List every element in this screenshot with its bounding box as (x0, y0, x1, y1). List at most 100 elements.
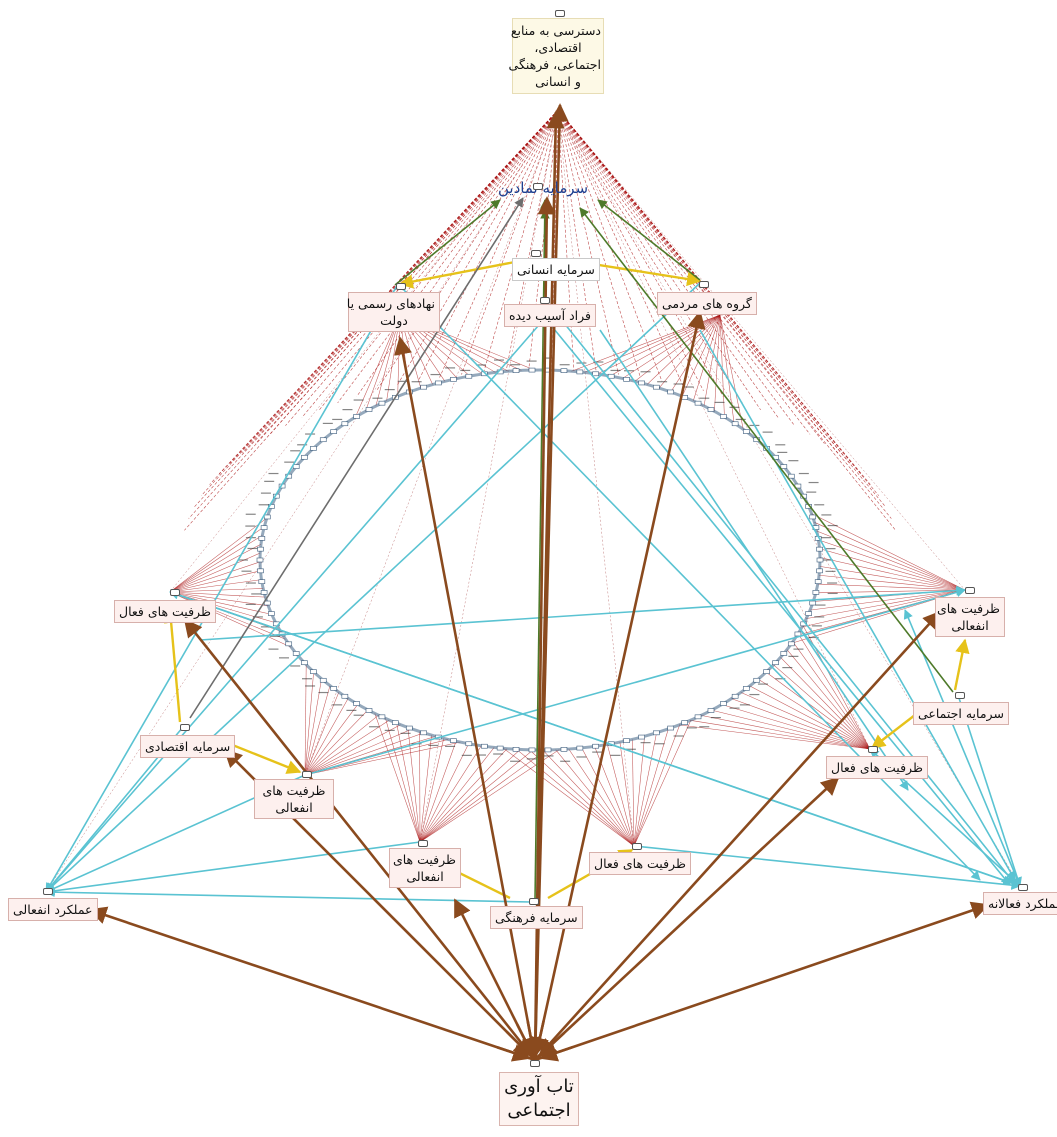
node-access-to-resources[interactable]: دسترسی به منابع اقتصادی، اجتماعی، فرهنگی… (509, 18, 604, 94)
hub-ring-node (731, 421, 739, 427)
fan-line (557, 109, 779, 418)
star-fan-line (633, 728, 669, 847)
star-fan-line (619, 742, 635, 847)
handle-resilience[interactable] (530, 1060, 540, 1067)
handle-passive-center[interactable] (418, 840, 428, 847)
star-fan-line (419, 743, 469, 843)
star-fan-line (607, 744, 635, 847)
handle-cultural[interactable] (529, 898, 539, 905)
outer-fan-line (169, 109, 559, 593)
star-fan-line (169, 591, 276, 624)
handle-passive-left[interactable] (302, 771, 312, 778)
star-fan-line (304, 704, 359, 776)
node-economic-capital[interactable]: سرمایه اقتصادی (140, 735, 236, 758)
fan-line (439, 109, 559, 378)
hub-ring-node (694, 400, 702, 406)
star-fan-line (801, 589, 966, 628)
handle-active-center[interactable] (632, 843, 642, 850)
star-fan-line (814, 522, 966, 591)
node-popular-groups[interactable]: گروه های مردمی (657, 292, 757, 315)
star-fan-line (633, 724, 681, 847)
node-passive-capacities-center[interactable]: ظرفیت های انفعالی (389, 848, 461, 888)
cyan-edge (699, 329, 1016, 881)
hub-ring-node (378, 400, 386, 406)
handle-symbolic[interactable] (533, 183, 543, 190)
handle-economic[interactable] (180, 724, 190, 731)
hub-ring-node (268, 611, 275, 616)
fan-line (319, 109, 559, 411)
handle-formal[interactable] (396, 283, 406, 290)
cyan-edge (397, 283, 981, 881)
handle-passive-right[interactable] (965, 587, 975, 594)
node-active-capacities-center[interactable]: ظرفیت های فعال (589, 852, 691, 875)
hub-ring-node (638, 734, 645, 740)
fan-line (557, 109, 619, 375)
node-passive-capacities-right[interactable]: ظرفیت های انفعالی (935, 597, 1005, 637)
brown-edge (534, 901, 990, 1062)
hub-ring-node (805, 611, 812, 616)
hub-ring-node (341, 693, 349, 699)
fan-line (557, 109, 896, 531)
hub-ring-node (392, 720, 399, 726)
yellow-edge (224, 740, 302, 774)
hub-ring-node (450, 738, 457, 744)
star-fan-line (396, 723, 421, 843)
cyan-edge (599, 329, 909, 791)
hub-ring-node (496, 745, 504, 751)
hub-ring-node (787, 641, 795, 647)
handle-social[interactable] (955, 692, 965, 699)
star-fan-line (419, 747, 495, 843)
node-cultural-capital[interactable]: سرمایه فرهنگی (490, 906, 583, 929)
handle-active-right[interactable] (868, 746, 878, 753)
handle-vulnerable[interactable] (540, 297, 550, 304)
node-passive-capacities-left[interactable]: ظرفیت های انفعالی (254, 779, 334, 819)
cyan-edge (45, 887, 532, 903)
handle-human[interactable] (531, 250, 541, 257)
star-fan-line (304, 724, 401, 776)
star-fan-line (703, 314, 721, 407)
node-active-performance[interactable]: عملکرد فعالانه (983, 892, 1057, 915)
node-human-capital[interactable]: سرمایه انسانی (512, 258, 600, 281)
node-social-capital[interactable]: سرمایه اجتماعی (913, 702, 1009, 725)
hub-ring-node (720, 701, 727, 706)
fan-line (557, 109, 743, 404)
hub-ring-node (301, 454, 308, 460)
node-passive-performance[interactable]: عملکرد انفعالی (8, 898, 98, 921)
handle-access[interactable] (555, 10, 565, 17)
star-fan-line (169, 517, 268, 593)
cyan-edge (45, 317, 546, 893)
star-fan-line (304, 671, 314, 776)
hub-ring-node (310, 446, 317, 451)
yellow-edge (163, 608, 182, 723)
star-fan-line (304, 709, 369, 776)
cyan-edge (633, 845, 1021, 890)
hub-ring-node (816, 557, 824, 563)
star-fan-line (419, 738, 444, 843)
hub-ring-node (512, 747, 520, 752)
node-active-capacities-right[interactable]: ظرفیت های فعال (826, 756, 928, 779)
hub-ring-node (292, 464, 300, 469)
node-vulnerable-people[interactable]: فراد آسیب دیده (504, 304, 597, 327)
node-formal-institutions[interactable]: نهادهای رسمی یا دولت (347, 292, 440, 332)
handle-passive-performance[interactable] (43, 888, 53, 895)
handle-active-performance[interactable] (1018, 884, 1028, 891)
star-fan-line (719, 314, 725, 418)
star-fan-line (810, 589, 966, 611)
brown-edge-inbound (530, 1020, 549, 1056)
node-social-resilience[interactable]: تاب آوری اجتماعی (499, 1072, 579, 1126)
hub-ring-node (258, 536, 266, 541)
star-fan-line (304, 719, 390, 776)
star-fan-line (815, 589, 966, 594)
hub-ring-node (292, 651, 300, 656)
handle-popular[interactable] (699, 281, 709, 288)
star-fan-line (304, 741, 461, 776)
hub-ring-node (260, 590, 268, 595)
star-fan-line (419, 749, 521, 843)
yellow-edge (870, 714, 916, 749)
node-symbolic-capital[interactable]: سرمایه نمادین (498, 179, 589, 197)
fan-line (301, 109, 559, 418)
node-active-capacities-left[interactable]: ظرفیت های فعال (114, 600, 216, 623)
hub-ring-node (560, 368, 568, 373)
handle-active-left[interactable] (170, 589, 180, 596)
